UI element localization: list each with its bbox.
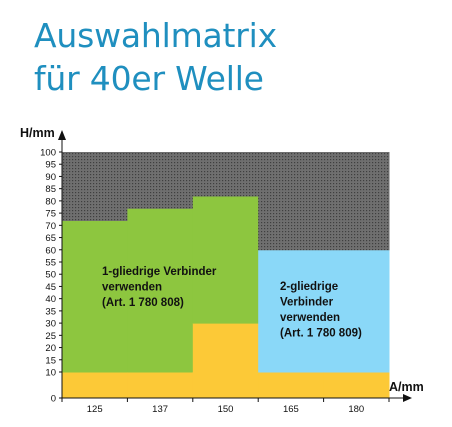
x-tick-label-180: 180 bbox=[348, 404, 364, 415]
x-axis-arrow bbox=[403, 394, 412, 402]
matrix-cell-180-10-60 bbox=[323, 249, 390, 373]
matrix-cell-180-0-10 bbox=[323, 372, 390, 399]
matrix-cell-165-10-60 bbox=[258, 249, 325, 373]
y-tick-label-40: 40 bbox=[45, 294, 56, 305]
region-label-line: 2-gliedrige bbox=[280, 281, 338, 293]
matrix-cell-125-10-72 bbox=[62, 220, 128, 373]
page-title: Auswahlmatrix für 40er Welle bbox=[34, 14, 277, 100]
matrix-cell-150-30-82 bbox=[192, 196, 259, 324]
matrix-cell-150-82-100 bbox=[192, 152, 259, 197]
x-tick-label-137: 137 bbox=[152, 404, 168, 415]
region-label-line: (Art. 1 780 808) bbox=[102, 297, 184, 309]
region-label-line: 1-gliedrige Verbinder bbox=[102, 266, 217, 278]
y-tick-label-55: 55 bbox=[45, 258, 56, 269]
matrix-cell-125-0-10 bbox=[62, 372, 128, 399]
y-tick-label-20: 20 bbox=[45, 343, 56, 354]
y-tick-label-10: 10 bbox=[45, 368, 56, 379]
matrix-cell-150-0-10 bbox=[192, 372, 259, 399]
y-tick-label-45: 45 bbox=[45, 282, 56, 293]
matrix-cell-125-72-100 bbox=[62, 152, 128, 221]
y-tick-label-15: 15 bbox=[45, 355, 56, 366]
y-tick-label-35: 35 bbox=[45, 306, 56, 317]
y-axis-arrow bbox=[58, 130, 66, 140]
x-tick-label-165: 165 bbox=[283, 404, 299, 415]
title-line-1: Auswahlmatrix bbox=[34, 16, 277, 55]
region-label-blue: 2-gliedrige Verbinder verwenden (Art. 1 780… bbox=[280, 281, 362, 340]
y-tick-label-90: 90 bbox=[45, 172, 56, 183]
y-tick-label-50: 50 bbox=[45, 270, 56, 281]
matrix-cell-137-0-10 bbox=[127, 372, 194, 399]
matrix-cell-165-60-100 bbox=[258, 152, 325, 251]
y-tick-label-0: 0 bbox=[51, 394, 56, 405]
region-labels: 1-gliedrige Verbinder verwenden (Art. 1 78… bbox=[102, 266, 362, 340]
matrix-cell-137-10-77 bbox=[127, 208, 194, 373]
matrix-cell-165-0-10 bbox=[258, 372, 325, 399]
y-tick-label-60: 60 bbox=[45, 245, 56, 256]
region-label-green: 1-gliedrige Verbinder verwenden (Art. 1 78… bbox=[102, 266, 217, 309]
x-tick-label-150: 150 bbox=[218, 404, 234, 415]
x-axis-label: A/mm bbox=[389, 380, 424, 394]
y-axis-label: H/mm bbox=[20, 126, 55, 140]
matrix-cell-137-77-100 bbox=[127, 152, 194, 209]
region-label-line: verwenden bbox=[102, 282, 162, 294]
x-axis: 125 137 150 165 180 A/mm bbox=[61, 380, 424, 415]
y-tick-label-75: 75 bbox=[45, 209, 56, 220]
matrix-cells bbox=[62, 152, 390, 399]
x-tick-label-125: 125 bbox=[87, 404, 103, 415]
region-label-line: Verbinder bbox=[280, 297, 334, 309]
matrix-cell-180-60-100 bbox=[323, 152, 390, 251]
y-tick-label-95: 95 bbox=[45, 160, 56, 171]
y-tick-label-30: 30 bbox=[45, 319, 56, 330]
y-tick-label-70: 70 bbox=[45, 221, 56, 232]
y-tick-label-25: 25 bbox=[45, 331, 56, 342]
region-label-line: (Art. 1 780 809) bbox=[280, 328, 362, 340]
y-tick-label-65: 65 bbox=[45, 233, 56, 244]
region-label-line: verwenden bbox=[280, 312, 340, 324]
y-tick-label-85: 85 bbox=[45, 184, 56, 195]
y-tick-label-80: 80 bbox=[45, 196, 56, 207]
title-line-2: für 40er Welle bbox=[34, 59, 264, 98]
matrix-cell-150-10-30 bbox=[192, 323, 259, 373]
y-tick-label-100: 100 bbox=[40, 148, 56, 159]
